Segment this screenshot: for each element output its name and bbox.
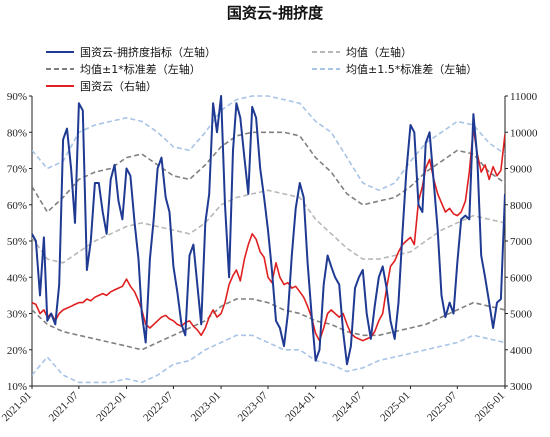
series-line-2-lower [32, 298, 505, 351]
x-tick-label: 2025-07 [425, 389, 460, 424]
y-left-tick-label: 70% [7, 164, 27, 176]
y-left-tick-label: 10% [7, 381, 27, 393]
y-right-tick-label: 9000 [510, 164, 533, 176]
y-left-tick-label: 30% [7, 309, 27, 321]
y-left-tick-label: 60% [7, 200, 27, 212]
x-tick-label: 2023-01 [189, 390, 223, 424]
y-left-tick-label: 40% [7, 272, 27, 284]
legend-label-0: 国资云-拥挤度指标（左轴） [80, 45, 216, 59]
y-left-tick-label: 20% [7, 345, 27, 357]
legend-label-3: 均值±1.5*标准差（左轴） [346, 62, 477, 76]
x-tick-label: 2025-01 [378, 390, 412, 424]
series-line-1 [32, 189, 505, 264]
y-left-tick-label: 80% [7, 127, 27, 139]
series-line-0 [32, 95, 505, 366]
x-tick-label: 2026-01 [473, 390, 507, 424]
y-right-tick-label: 4000 [510, 345, 533, 357]
y-right-tick-label: 11000 [510, 91, 538, 103]
x-tick-label: 2021-01 [0, 390, 34, 424]
x-tick-label: 2024-07 [330, 389, 365, 424]
x-tick-label: 2021-07 [47, 389, 82, 424]
y-left-tick-label: 50% [7, 236, 27, 248]
legend: 国资云-拥挤度指标（左轴） 均值（左轴） 均值±1*标准差（左轴） 均值±1.5*标准… [46, 45, 477, 93]
y-right-tick-label: 7000 [510, 236, 533, 248]
y-right-tick-label: 5000 [510, 309, 533, 321]
y-right-tick-label: 3000 [510, 381, 533, 393]
legend-label-2: 均值±1*标准差（左轴） [80, 62, 201, 76]
series-line-2-upper [32, 131, 505, 213]
series-line-3-upper [32, 95, 505, 192]
legend-label-4: 国资云（右轴） [80, 79, 157, 93]
y-left-tick-label: 90% [7, 91, 27, 103]
y-right-tick-label: 8000 [510, 200, 533, 212]
x-tick-label: 2022-01 [94, 390, 128, 424]
y-right-tick-label: 6000 [510, 272, 533, 284]
legend-label-1: 均值（左轴） [346, 45, 412, 59]
x-tick-label: 2023-07 [236, 389, 271, 424]
y-right-tick-label: 10000 [510, 127, 538, 139]
series-layer [32, 95, 505, 384]
series-line-4 [32, 127, 505, 342]
chart-title: 国资云-拥挤度 [227, 4, 324, 22]
x-tick-label: 2022-07 [141, 389, 176, 424]
series-line-3-lower [32, 334, 505, 384]
x-tick-label: 2024-01 [283, 390, 317, 424]
